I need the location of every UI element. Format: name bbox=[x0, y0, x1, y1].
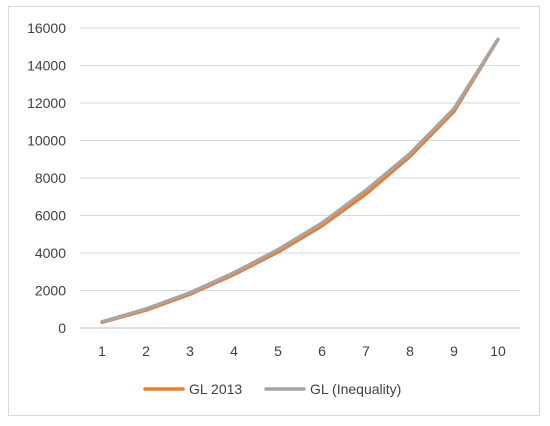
x-tick-label: 4 bbox=[230, 343, 238, 359]
x-tick-label: 2 bbox=[142, 343, 150, 359]
x-tick-label: 6 bbox=[318, 343, 326, 359]
gridlines bbox=[80, 27, 520, 291]
y-tick-label: 12000 bbox=[27, 95, 66, 111]
y-tick-label: 2000 bbox=[35, 283, 66, 299]
y-tick-label: 16000 bbox=[27, 20, 66, 36]
y-tick-label: 0 bbox=[58, 320, 66, 336]
x-tick-label: 10 bbox=[490, 343, 506, 359]
y-tick-label: 14000 bbox=[27, 58, 66, 74]
y-tick-label: 6000 bbox=[35, 208, 66, 224]
x-tick-label: 3 bbox=[186, 343, 194, 359]
series-line-2 bbox=[100, 37, 500, 324]
chart-frame bbox=[8, 6, 540, 416]
series-line-1 bbox=[100, 37, 500, 325]
y-tick-label: 10000 bbox=[27, 133, 66, 149]
x-tick-label: 8 bbox=[406, 343, 414, 359]
series-lines bbox=[100, 37, 500, 325]
x-tick-label: 5 bbox=[274, 343, 282, 359]
legend-label: GL 2013 bbox=[189, 381, 242, 397]
y-tick-label: 8000 bbox=[35, 170, 66, 186]
legend: GL 2013 GL (Inequality) bbox=[143, 381, 401, 397]
x-tick-label: 7 bbox=[362, 343, 370, 359]
tick-labels: 0 2000 4000 6000 8000 10000 12000 14000 16000 1 2 3… bbox=[27, 20, 506, 359]
x-tick-label: 1 bbox=[98, 343, 106, 359]
x-tick-label: 9 bbox=[450, 343, 458, 359]
y-tick-label: 4000 bbox=[35, 245, 66, 261]
legend-label: GL (Inequality) bbox=[310, 381, 401, 397]
